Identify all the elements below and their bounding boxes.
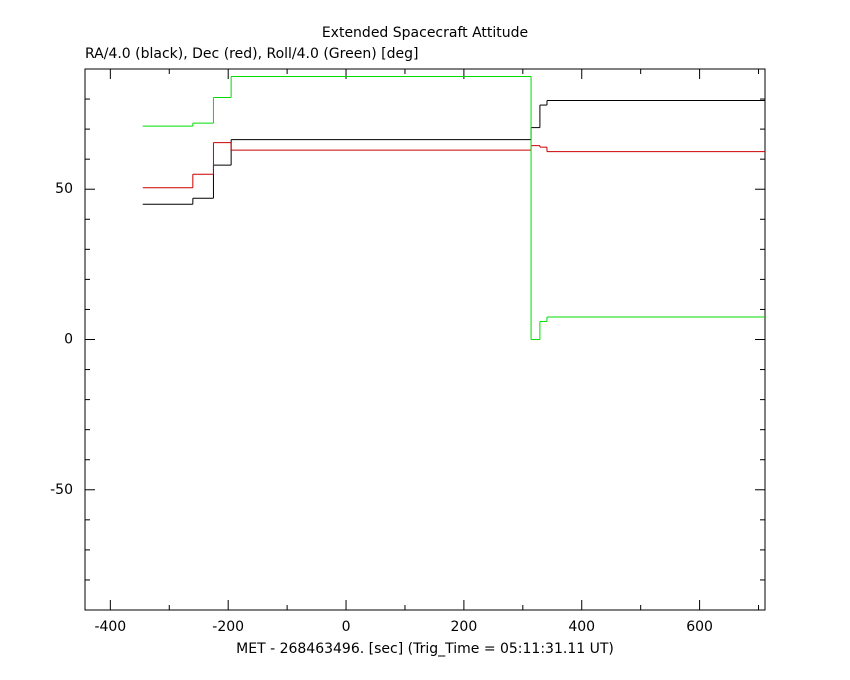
chart-subtitle: RA/4.0 (black), Dec (red), Roll/4.0 (Gre… xyxy=(85,46,418,62)
x-tick-label: -200 xyxy=(212,619,244,635)
x-tick-label: 0 xyxy=(342,619,351,635)
x-axis-label: MET - 268463496. [sec] (Trig_Time = 05:1… xyxy=(236,641,614,657)
y-tick-label: -50 xyxy=(50,482,73,498)
chart-title: Extended Spacecraft Attitude xyxy=(322,25,528,41)
x-tick-label: 400 xyxy=(568,619,595,635)
x-tick-label: 600 xyxy=(686,619,713,635)
y-tick-label: 0 xyxy=(64,332,73,348)
x-tick-label: -400 xyxy=(94,619,126,635)
x-tick-label: 200 xyxy=(451,619,478,635)
y-tick-label: 50 xyxy=(55,181,73,197)
